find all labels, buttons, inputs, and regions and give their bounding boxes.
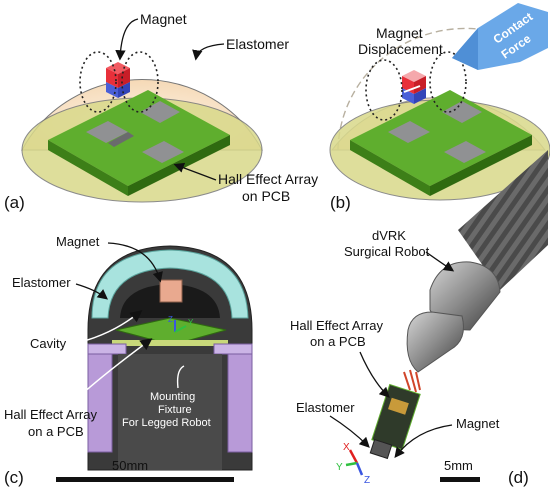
displaced-magnet [402,70,426,104]
fixture-rim-right [213,343,253,355]
axis-y-c [174,325,187,333]
leader-hall-c [69,338,153,406]
leader-elastomer-d [329,415,370,448]
leader-robot [425,251,455,272]
label-hall-c-1: Hall Effect Array [4,407,97,422]
label-hall-d-2: on a PCB [310,334,366,349]
sensor-chip-d [388,397,409,415]
pcb-side-left-b [350,140,430,196]
leader-fixture [176,365,185,389]
pcb-side-right-b [430,135,532,196]
label-magnet-d: Magnet [456,416,500,431]
scale-bar-d [440,477,480,482]
tag-b: (b) [330,193,351,212]
leader-hall-array [173,162,217,181]
fixture-rim-left [87,343,127,355]
label-fixture-2: Fixture [158,404,192,416]
leader-magnet-d [394,424,453,459]
scale-bar-c [56,477,234,482]
magnetic-field-lines [79,51,159,113]
label-elastomer-d: Elastomer [296,400,355,415]
magnet-block [106,62,130,98]
scale-label-c: 50mm [112,458,148,473]
label-robot-2: Surgical Robot [344,244,430,259]
label-elastomer-c: Elastomer [12,275,71,290]
label-displacement-1: Magnet [376,25,423,41]
panel-a: Magnet Elastomer Hall Effect Array on PC… [4,11,318,212]
label-hall-c-2: on a PCB [28,424,84,439]
fixture-wall-left [87,351,113,453]
panel-d: X Y Z dVRK Surgical Robot Hall Effect Ar… [290,150,548,487]
contact-force-arrow [452,3,548,70]
axis-z-label-d: Z [364,475,370,486]
label-displacement-2: Displacement [358,41,443,57]
axis-z-d [355,462,364,476]
tag-d: (d) [508,468,529,487]
leader-hall-d [359,351,390,398]
axis-z-label-c: Z [168,315,173,324]
leader-magnet-c [107,242,163,283]
tag-a: (a) [4,193,25,212]
elastomer-d [369,438,393,460]
label-magnet: Magnet [140,11,187,27]
label-elastomer: Elastomer [226,36,289,52]
robot-gripper [406,311,464,373]
label-hall-array-2: on PCB [242,188,290,204]
robot-shaft [458,150,548,290]
axis-y-label-c: Y [188,318,194,327]
scale-label-d: 5mm [444,458,473,473]
leader-cavity-c [71,310,143,345]
tag-c: (c) [4,468,24,487]
leader-magnet [115,18,139,61]
pcb-top-b [350,90,532,186]
pcb-side-left [48,140,128,196]
axis-y-label-d: Y [336,462,343,473]
label-hall-array-1: Hall Effect Array [218,171,318,187]
label-hall-d-1: Hall Effect Array [290,318,383,333]
fixture-bore [118,354,222,470]
label-fixture-3: For Legged Robot [122,417,211,429]
field-lines-b [365,51,467,121]
elastomer-cap [91,249,249,319]
pcb-top [48,90,230,186]
label-magnet-c: Magnet [56,234,100,249]
label-fixture-1: Mounting [150,391,195,403]
axis-y-d [345,461,358,467]
panel-c: Z Y Magnet Elastomer Cavity Hall Effect … [4,234,253,487]
magnet-c [159,279,183,303]
leader-elastomer [192,43,225,61]
panel-b: Contact Force Magnet Displacement (b) [329,3,550,212]
axis-x-label-d: X [343,442,350,453]
label-robot-1: dVRK [372,228,406,243]
label-cavity-c: Cavity [30,336,67,351]
pcb-plate [112,340,228,346]
axis-x-d [348,449,359,464]
fixture-wall-right [227,351,253,453]
hall-sensor-chips-b [388,101,486,163]
leader-elastomer-c [75,283,109,300]
wires [403,369,421,393]
